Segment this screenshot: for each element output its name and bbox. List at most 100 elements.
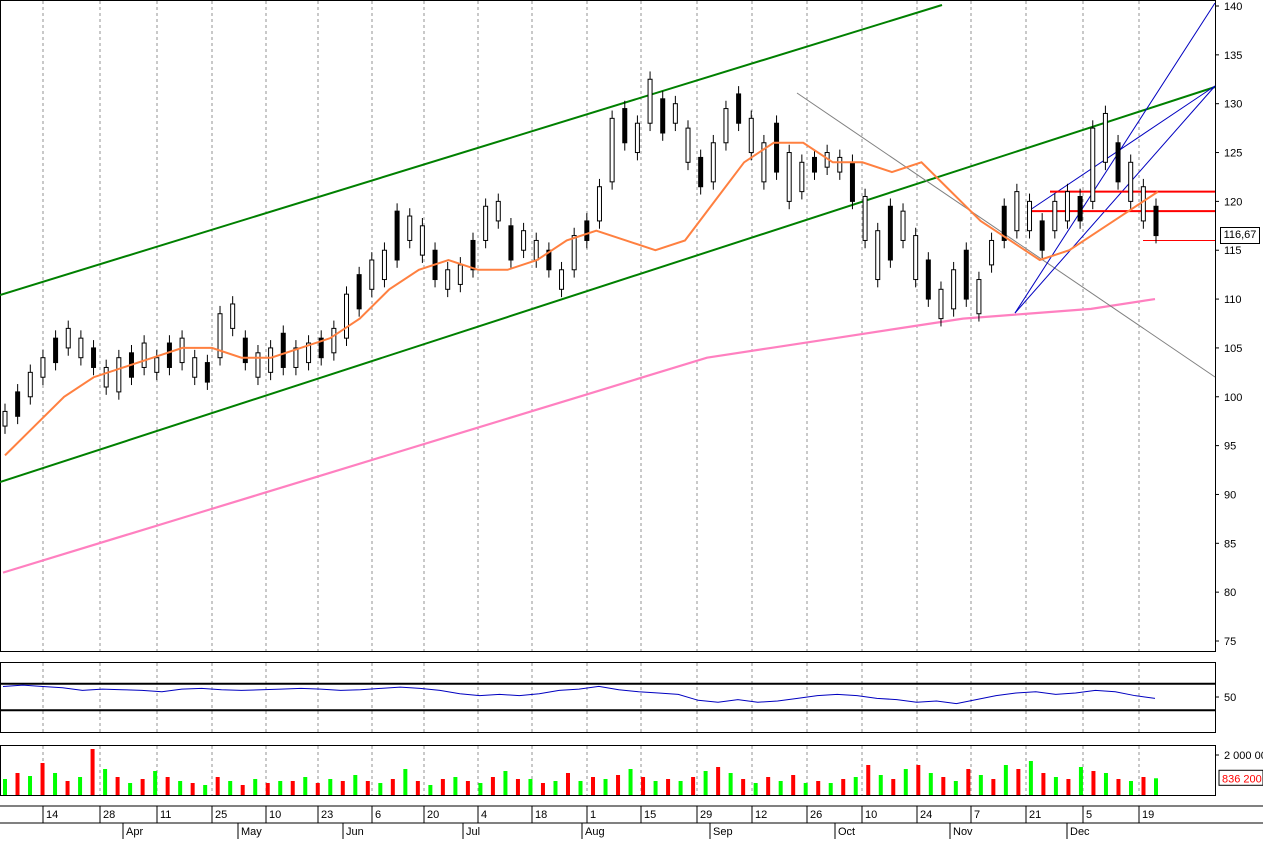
candle-body (952, 270, 956, 309)
date-tick-label: 5 (1086, 809, 1092, 821)
volume-bar (41, 763, 45, 795)
rising-channel-upper (1015, 3, 1215, 313)
candle-body (711, 143, 715, 182)
candle-body (332, 328, 336, 352)
date-tick-label: 25 (215, 809, 227, 821)
volume-bar (1104, 773, 1108, 795)
volume-bar (66, 781, 70, 795)
candle-body (104, 367, 108, 387)
volume-bar (979, 775, 983, 795)
date-tick-label: 23 (321, 809, 333, 821)
candle-body (345, 294, 349, 338)
oscillator-tick-label: 50 (1224, 692, 1236, 704)
candle-body (724, 109, 728, 143)
candle-body (269, 348, 273, 372)
volume-bar (579, 781, 583, 795)
volume-tick-label: 2 000 000 (1224, 750, 1263, 762)
candle-body (901, 211, 905, 240)
oscillator-pane-frame (1, 663, 1216, 733)
candle-body (990, 240, 994, 264)
price-tick-label: 80 (1224, 587, 1236, 599)
volume-bar (278, 781, 282, 795)
candle-body (458, 265, 462, 285)
candle-body (1116, 143, 1120, 182)
volume-bar (1129, 781, 1133, 795)
volume-bar (804, 783, 808, 795)
candle-body (635, 123, 639, 152)
volume-bar (203, 785, 207, 795)
volume-pane-frame (1, 746, 1216, 796)
last-volume-label: 836 200 (1222, 773, 1262, 785)
price-tick-label: 115 (1224, 245, 1242, 257)
candle-body (850, 162, 854, 201)
volume-bar (366, 781, 370, 795)
volume-bar (266, 783, 270, 795)
volume-bar (679, 781, 683, 795)
volume-bar (553, 781, 557, 795)
volume-bar (929, 773, 933, 795)
volume-bar (166, 777, 170, 795)
volume-bar (303, 777, 307, 795)
volume-bar (891, 779, 895, 795)
candle-body (1154, 206, 1158, 235)
candle-body (673, 104, 677, 124)
volume-bar (78, 777, 82, 795)
candle-body (1078, 197, 1082, 221)
candle-body (155, 358, 159, 373)
volume-bar (916, 765, 920, 795)
month-label: Sep (713, 826, 733, 838)
volume-bar (16, 773, 20, 795)
volume-bar (641, 777, 645, 795)
short-moving-average-line (5, 143, 1158, 456)
month-label: Dec (1070, 826, 1090, 838)
volume-bar (103, 769, 107, 795)
candle-body (395, 211, 399, 260)
volume-bar (291, 781, 295, 795)
oscillator-line (3, 685, 1155, 703)
volume-bar (241, 785, 245, 795)
volume-bar (1066, 779, 1070, 795)
candle-body (812, 157, 816, 172)
volume-bar (866, 765, 870, 795)
volume-bar (941, 777, 945, 795)
volume-bar (28, 776, 32, 795)
volume-bar (1079, 767, 1083, 795)
volume-bar (854, 777, 858, 795)
volume-bar (191, 783, 195, 795)
last-price-label: 116,67 (1220, 227, 1260, 244)
volume-bar (616, 775, 620, 795)
volume-bar (591, 777, 595, 795)
month-label: Aug (585, 826, 605, 838)
candle-body (484, 206, 488, 240)
month-label: Jun (346, 826, 364, 838)
date-tick-label: 20 (427, 809, 439, 821)
volume-bar (328, 779, 332, 795)
candle-body (167, 343, 171, 367)
date-tick-label: 14 (46, 809, 58, 821)
date-tick-label: 12 (755, 809, 767, 821)
volume-pane: 2 000 000 836 200 (1, 746, 1263, 796)
month-label: May (241, 826, 262, 838)
candle-body (838, 157, 842, 172)
candle-body (597, 187, 601, 221)
volume-bar (691, 777, 695, 795)
date-tick-label: 29 (700, 809, 712, 821)
oscillator-pane: 50 (1, 663, 1237, 733)
volume-bar (466, 781, 470, 795)
date-tick-label: 6 (375, 809, 381, 821)
volume-bar (1154, 778, 1158, 795)
volume-bar (966, 769, 970, 795)
month-label: Nov (953, 826, 973, 838)
volume-bar (704, 771, 708, 795)
volume-bar (453, 777, 457, 795)
candle-body (572, 236, 576, 270)
volume-bar (178, 781, 182, 795)
volume-bar (341, 781, 345, 795)
date-tick-label: 24 (920, 809, 932, 821)
candle-body (749, 118, 753, 152)
candle-body (3, 411, 7, 426)
candle-body (180, 338, 184, 362)
